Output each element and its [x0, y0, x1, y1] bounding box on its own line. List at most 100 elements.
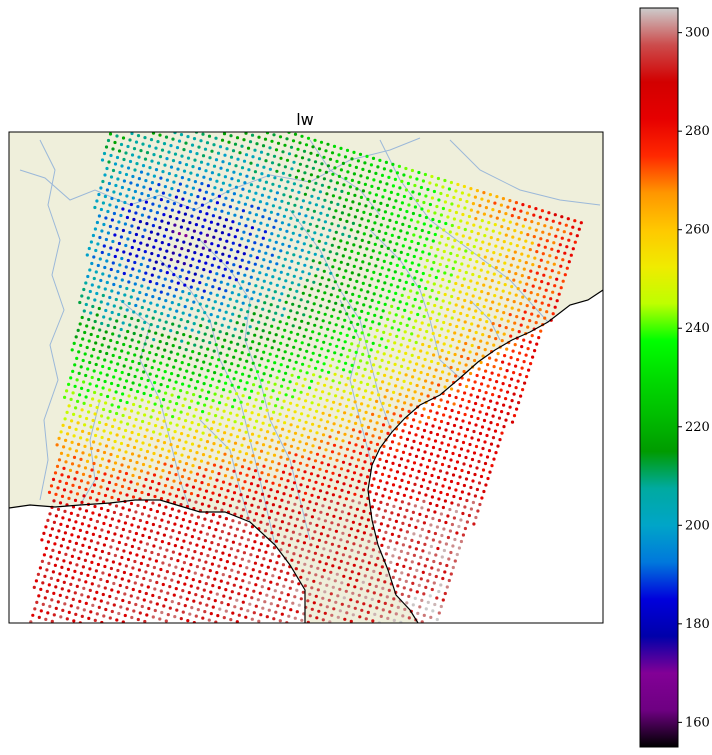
data-point — [517, 401, 521, 405]
data-point — [416, 448, 421, 452]
data-point — [94, 433, 98, 438]
data-point — [343, 546, 347, 550]
data-point — [432, 189, 436, 194]
data-point — [152, 473, 157, 477]
data-point — [475, 281, 479, 285]
data-point — [399, 457, 404, 461]
data-point — [127, 301, 131, 306]
data-point — [443, 570, 447, 574]
data-point — [379, 408, 383, 412]
data-point — [513, 229, 517, 233]
data-point — [172, 365, 176, 369]
data-point — [344, 198, 348, 202]
data-point — [126, 465, 131, 469]
data-point — [457, 247, 461, 251]
data-point — [107, 480, 112, 485]
data-point — [495, 309, 499, 313]
data-point — [45, 589, 49, 594]
data-point — [345, 426, 349, 430]
data-point — [144, 591, 148, 596]
data-point — [367, 169, 371, 173]
data-point — [330, 243, 334, 247]
data-point — [214, 549, 218, 553]
data-point — [227, 439, 231, 443]
data-point — [250, 503, 254, 507]
data-point — [258, 178, 262, 182]
data-point — [237, 293, 241, 297]
data-point — [433, 211, 437, 215]
data-point — [472, 245, 476, 249]
data-point — [150, 273, 154, 277]
data-point — [165, 456, 169, 460]
data-point — [428, 501, 432, 506]
data-point — [271, 574, 275, 578]
data-point — [116, 497, 121, 502]
data-point — [464, 455, 468, 460]
data-point — [488, 193, 492, 197]
data-point — [205, 141, 210, 145]
data-point — [420, 299, 424, 304]
data-point — [389, 560, 393, 565]
data-point — [277, 163, 281, 167]
data-point — [449, 550, 453, 555]
data-point — [395, 334, 399, 338]
data-point — [272, 617, 276, 621]
data-point — [247, 189, 251, 193]
data-point — [235, 321, 239, 325]
data-point — [169, 165, 174, 169]
data-point — [286, 386, 290, 390]
data-point — [496, 330, 500, 334]
data-point — [327, 299, 331, 303]
data-point — [220, 394, 224, 398]
data-point — [158, 454, 163, 458]
data-point — [327, 577, 331, 581]
data-point — [510, 377, 514, 381]
data-point — [397, 328, 401, 332]
data-point — [144, 293, 148, 297]
data-point — [490, 279, 494, 283]
data-point — [320, 553, 324, 557]
data-point — [238, 336, 242, 340]
data-point — [128, 159, 133, 164]
data-point — [403, 515, 407, 519]
data-point — [339, 239, 343, 243]
data-point — [503, 375, 507, 379]
data-point — [333, 280, 337, 284]
data-point — [147, 606, 151, 611]
data-point — [165, 249, 169, 253]
data-point — [274, 240, 278, 244]
data-point — [229, 226, 233, 230]
data-point — [283, 143, 287, 147]
data-point — [346, 284, 350, 288]
data-point — [180, 154, 184, 158]
data-point — [429, 316, 433, 321]
data-point — [175, 217, 179, 221]
data-point — [152, 267, 156, 271]
data-point — [316, 474, 320, 478]
data-point — [423, 471, 428, 476]
data-point — [130, 316, 134, 321]
data-point — [379, 201, 383, 205]
data-point — [284, 485, 288, 489]
data-point — [460, 283, 464, 288]
data-point — [96, 242, 100, 246]
data-point — [143, 157, 148, 161]
data-point — [401, 222, 405, 226]
data-point — [251, 361, 255, 365]
data-point — [505, 347, 509, 351]
data-point — [407, 523, 411, 528]
data-point — [162, 305, 166, 309]
data-point — [118, 170, 122, 175]
data-point — [371, 227, 375, 231]
data-point — [396, 491, 400, 495]
data-point — [201, 317, 205, 321]
data-point — [299, 483, 303, 487]
data-point — [32, 585, 36, 590]
data-point — [170, 187, 174, 191]
data-point — [388, 539, 392, 543]
data-point — [146, 585, 150, 589]
data-point — [59, 451, 64, 455]
data-point — [477, 459, 481, 464]
data-point — [136, 411, 140, 415]
data-point — [263, 393, 267, 397]
